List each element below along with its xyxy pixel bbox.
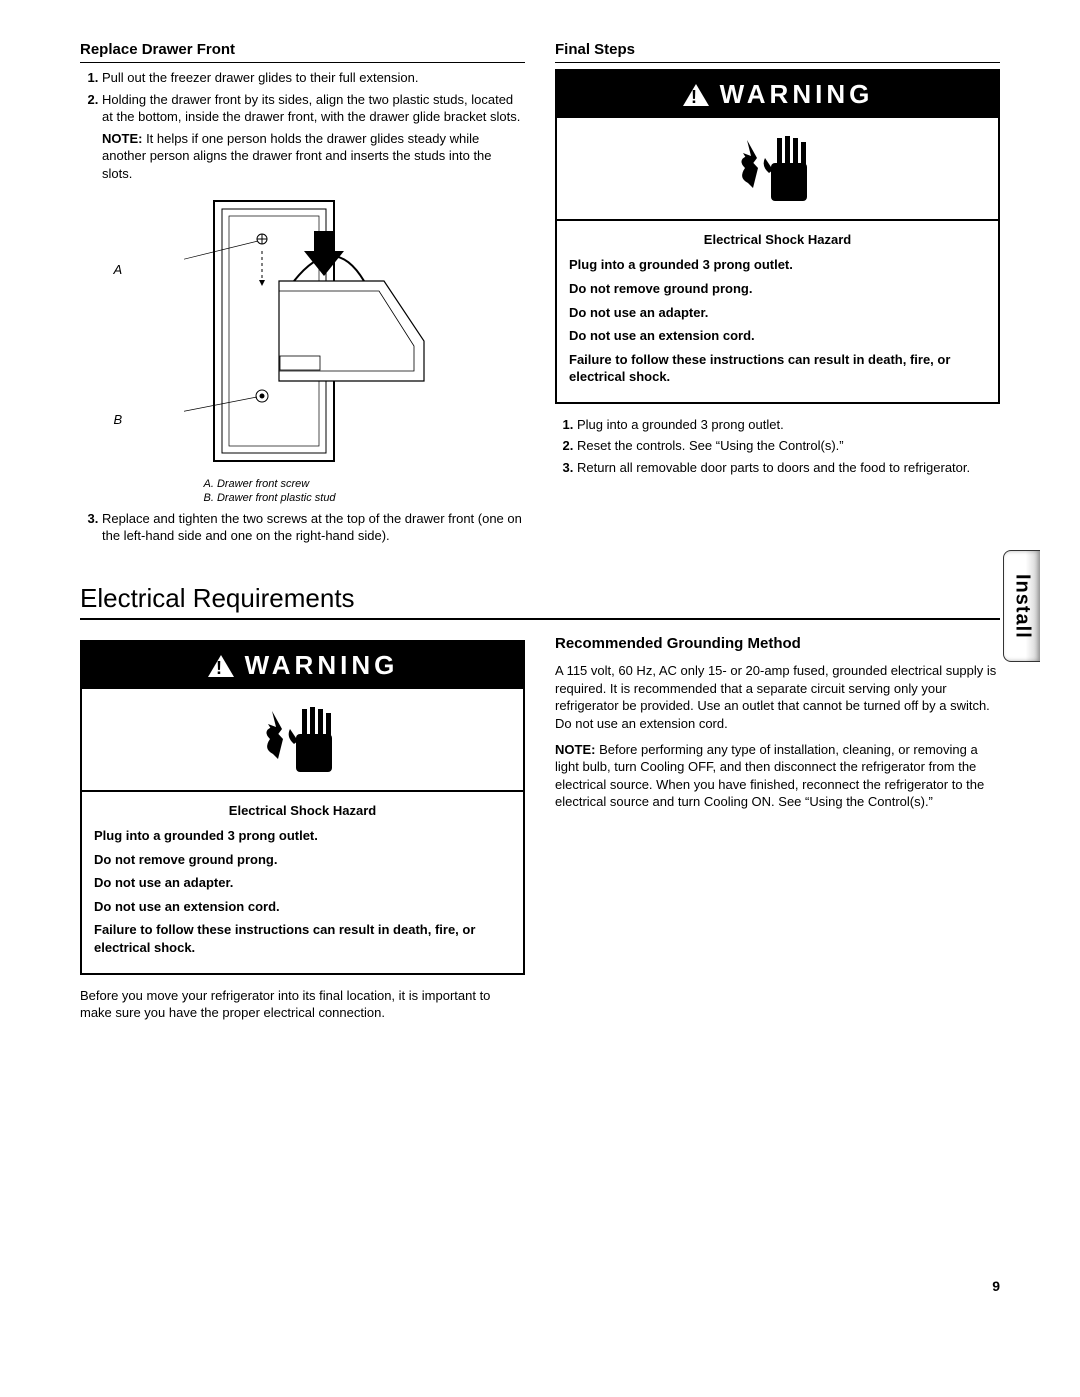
note-text: It helps if one person holds the drawer … <box>102 131 492 181</box>
svg-text:!: ! <box>216 658 226 678</box>
grounding-para2: Before performing any type of installati… <box>555 742 984 810</box>
warning-title: WARNING <box>720 77 874 112</box>
shock-symbol <box>557 118 998 219</box>
warning-line: Plug into a grounded 3 prong outlet. <box>569 256 986 274</box>
warning-triangle-icon: ! <box>682 83 710 107</box>
page: Replace Drawer Front Pull out the freeze… <box>40 0 1040 1320</box>
figure-label-a: A <box>114 261 123 279</box>
warning-triangle-icon: ! <box>207 654 235 678</box>
electrical-requirements-title: Electrical Requirements <box>80 581 1000 616</box>
col-left-top: Replace Drawer Front Pull out the freeze… <box>80 40 525 553</box>
warning-line: Do not use an adapter. <box>94 874 511 892</box>
warning-line: Do not use an extension cord. <box>94 898 511 916</box>
list-item: Plug into a grounded 3 prong outlet. <box>577 416 1000 434</box>
section-underline <box>80 618 1000 620</box>
note-label: NOTE: <box>555 742 595 757</box>
page-number: 9 <box>992 1277 1000 1296</box>
shock-hand-icon <box>733 128 823 208</box>
bottom-row: ! WARNING <box>80 634 1000 1030</box>
warning-line: Do not use an adapter. <box>569 304 986 322</box>
warning-line: Failure to follow these instructions can… <box>569 351 986 386</box>
warning-body: Electrical Shock Hazard Plug into a grou… <box>82 792 523 973</box>
warning-header: ! WARNING <box>557 71 998 118</box>
hazard-title: Electrical Shock Hazard <box>94 802 511 820</box>
list-item: Pull out the freezer drawer glides to th… <box>102 69 525 87</box>
replace-drawer-heading: Replace Drawer Front <box>80 40 525 63</box>
warning-line: Plug into a grounded 3 prong outlet. <box>94 827 511 845</box>
figure-label-b: B <box>114 411 123 429</box>
caption-b: B. Drawer front plastic stud <box>204 491 444 505</box>
replace-drawer-steps: Pull out the freezer drawer glides to th… <box>80 69 525 545</box>
warning-header: ! WARNING <box>82 642 523 689</box>
pre-location-para: Before you move your refrigerator into i… <box>80 987 525 1022</box>
col-right-top: Final Steps ! WARNING <box>555 40 1000 553</box>
svg-text:!: ! <box>691 87 701 107</box>
list-item: Replace and tighten the two screws at th… <box>102 510 525 545</box>
top-row: Replace Drawer Front Pull out the freeze… <box>80 40 1000 553</box>
warning-body: Electrical Shock Hazard Plug into a grou… <box>557 221 998 402</box>
note-label: NOTE: <box>102 131 142 146</box>
grounding-heading: Recommended Grounding Method <box>555 634 1000 656</box>
grounding-para1: A 115 volt, 60 Hz, AC only 15- or 20-amp… <box>555 662 1000 732</box>
col-right-bottom: Recommended Grounding Method A 115 volt,… <box>555 634 1000 1030</box>
list-item: Holding the drawer front by its sides, a… <box>102 91 525 506</box>
drawer-diagram-icon <box>184 191 444 471</box>
warning-line: Do not use an extension cord. <box>569 327 986 345</box>
warning-line: Do not remove ground prong. <box>94 851 511 869</box>
warning-line: Do not remove ground prong. <box>569 280 986 298</box>
shock-symbol <box>82 689 523 790</box>
list-item: Return all removable door parts to doors… <box>577 459 1000 477</box>
note-para: NOTE: It helps if one person holds the d… <box>102 130 525 183</box>
step-text: Holding the drawer front by its sides, a… <box>102 92 520 125</box>
warning-box: ! WARNING <box>80 640 525 974</box>
warning-title: WARNING <box>245 648 399 683</box>
final-steps-list: Plug into a grounded 3 prong outlet. Res… <box>555 416 1000 477</box>
hazard-title: Electrical Shock Hazard <box>569 231 986 249</box>
install-tab: Install <box>1003 550 1040 662</box>
warning-line: Failure to follow these instructions can… <box>94 921 511 956</box>
grounding-note: NOTE: Before performing any type of inst… <box>555 741 1000 811</box>
col-left-bottom: ! WARNING <box>80 634 525 1030</box>
install-tab-label: Install <box>1009 574 1036 639</box>
list-item: Reset the controls. See “Using the Contr… <box>577 437 1000 455</box>
drawer-figure: A B <box>102 191 525 506</box>
shock-hand-icon <box>258 699 348 779</box>
caption-a: A. Drawer front screw <box>204 477 444 491</box>
warning-box: ! WARNING <box>555 69 1000 403</box>
final-steps-heading: Final Steps <box>555 40 1000 63</box>
